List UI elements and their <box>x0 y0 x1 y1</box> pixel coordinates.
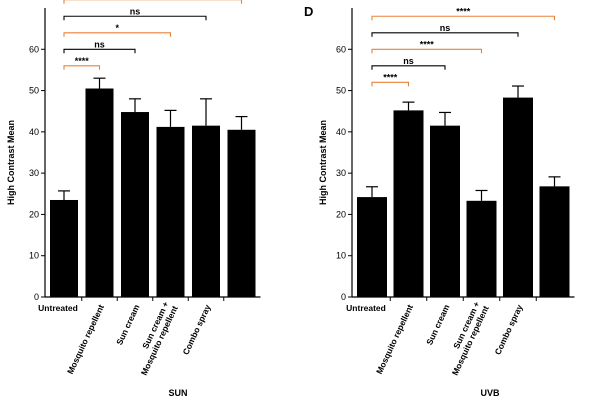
bar <box>503 97 533 297</box>
x-axis-group-label: UVB <box>480 388 500 398</box>
significance-label: **** <box>456 6 471 16</box>
significance-label: **** <box>75 56 90 66</box>
y-axis-title: High Contrast Mean <box>6 120 16 205</box>
significance-bracket <box>63 15 207 21</box>
y-tick-label: 20 <box>336 209 346 219</box>
significance-label: **** <box>420 39 435 49</box>
significance-label: ns <box>130 6 141 16</box>
significance-bracket <box>371 81 410 87</box>
x-axis-group-label: SUN <box>168 388 187 398</box>
y-axis-title: High Contrast Mean <box>318 120 328 205</box>
y-tick-label: 40 <box>29 127 39 137</box>
y-tick-label: 60 <box>29 44 39 54</box>
significance-bracket <box>63 0 243 4</box>
y-tick-label: 0 <box>34 292 39 302</box>
panel-uvb: D 0 10 20 30 40 50 60 High Contrast Mean Untreate… <box>304 4 575 398</box>
significance-bracket <box>63 48 136 54</box>
y-tick-label: 50 <box>29 86 39 96</box>
x-category-label-line: Sun cream <box>114 302 142 346</box>
y-tick-label: 30 <box>29 168 39 178</box>
x-category-label: Untreated <box>346 303 386 313</box>
bar <box>50 199 78 297</box>
y-tick-label: 60 <box>336 44 346 54</box>
significance-bracket <box>371 32 519 37</box>
significance-label: * <box>115 23 119 33</box>
significance-label: ns <box>440 23 451 33</box>
x-category-label: Sun cream <box>424 302 452 346</box>
x-category-label: Combo spray <box>181 303 213 357</box>
bar <box>539 186 570 297</box>
bar <box>227 129 256 297</box>
significance-bracket <box>371 15 556 21</box>
y-tick-label: 10 <box>336 251 346 261</box>
bar <box>430 125 460 298</box>
significance-label: **** <box>383 72 398 82</box>
significance-bracket <box>63 32 172 37</box>
significance-bracket <box>371 48 483 54</box>
x-category-label-line: Combo spray <box>181 303 213 357</box>
x-category-label: Mosquito repellent <box>65 303 106 376</box>
bar <box>121 112 149 297</box>
x-category-label-line: Combo spray <box>493 303 525 357</box>
x-category-label: Sun cream <box>114 302 142 346</box>
y-tick-label: 40 <box>336 127 346 137</box>
y-tick-label: 50 <box>336 86 346 96</box>
bar <box>393 110 424 297</box>
bar <box>85 88 114 297</box>
x-category-label: Untreated <box>38 303 78 313</box>
y-tick-label: 0 <box>341 292 346 302</box>
panel-letter: D <box>304 4 313 19</box>
bar <box>192 125 220 298</box>
y-tick-label: 10 <box>29 251 39 261</box>
bar <box>466 200 497 297</box>
x-category-label-line: Sun cream <box>424 302 452 346</box>
panel-sun: 0 10 20 30 40 50 60 High Contrast Mean Untreated… <box>6 0 261 398</box>
y-tick-label: 20 <box>29 209 39 219</box>
significance-bracket <box>371 65 446 70</box>
significance-bracket <box>63 65 101 70</box>
bar <box>357 197 387 297</box>
significance-label: ns <box>403 56 414 66</box>
x-category-label: Combo spray <box>493 303 525 357</box>
significance-label: ns <box>94 39 105 49</box>
y-tick-label: 30 <box>336 168 346 178</box>
bar <box>156 126 185 297</box>
x-category-label-line: Mosquito repellent <box>65 303 106 376</box>
x-category-label: Mosquito repellent <box>374 303 415 376</box>
x-category-label-line: Mosquito repellent <box>374 303 415 376</box>
